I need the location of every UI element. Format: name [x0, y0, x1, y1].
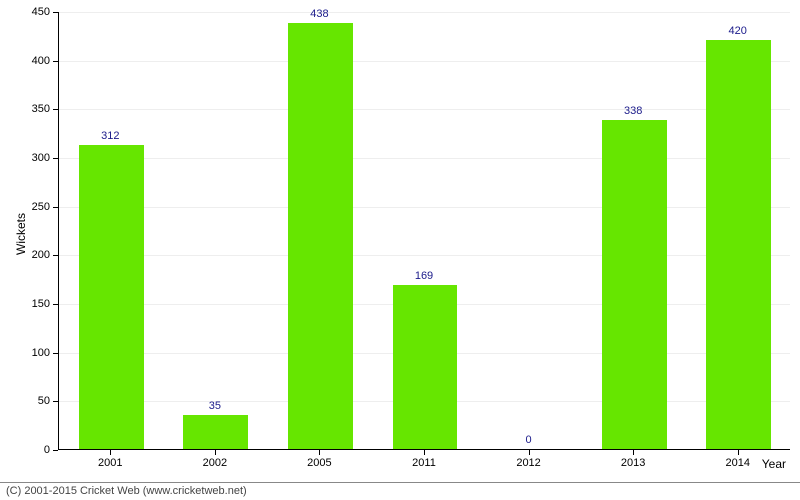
ytick-label: 100 — [0, 347, 50, 359]
bar — [79, 145, 144, 449]
xtick-mark — [215, 450, 216, 455]
ytick-label: 250 — [0, 201, 50, 213]
gridline — [59, 207, 790, 208]
xtick-label: 2005 — [307, 457, 331, 469]
xtick-label: 2001 — [98, 457, 122, 469]
bar — [288, 23, 353, 449]
xtick-label: 2012 — [516, 457, 540, 469]
gridline — [59, 12, 790, 13]
ytick-mark — [53, 109, 58, 110]
bar-value-label: 420 — [729, 25, 747, 37]
copyright-footer: (C) 2001-2015 Cricket Web (www.cricketwe… — [0, 482, 800, 500]
ytick-mark — [53, 255, 58, 256]
xtick-label: 2014 — [725, 457, 749, 469]
plot-area — [58, 12, 790, 450]
ytick-mark — [53, 61, 58, 62]
bar-value-label: 312 — [101, 130, 119, 142]
ytick-label: 300 — [0, 152, 50, 164]
ytick-label: 400 — [0, 55, 50, 67]
xtick-mark — [424, 450, 425, 455]
ytick-label: 150 — [0, 298, 50, 310]
ytick-mark — [53, 158, 58, 159]
bar — [393, 285, 458, 449]
bar — [706, 40, 771, 449]
bar-value-label: 0 — [526, 434, 532, 446]
xtick-label: 2002 — [203, 457, 227, 469]
chart-container: Wickets Year (C) 2001-2015 Cricket Web (… — [0, 0, 800, 500]
x-axis-label: Year — [762, 457, 786, 471]
ytick-mark — [53, 304, 58, 305]
ytick-mark — [53, 450, 58, 451]
bar-value-label: 338 — [624, 105, 642, 117]
xtick-label: 2011 — [412, 457, 436, 469]
gridline — [59, 109, 790, 110]
bar-value-label: 169 — [415, 270, 433, 282]
bar — [183, 415, 248, 449]
ytick-label: 350 — [0, 103, 50, 115]
xtick-mark — [529, 450, 530, 455]
ytick-label: 200 — [0, 249, 50, 261]
bar-value-label: 35 — [209, 400, 221, 412]
bar — [602, 120, 667, 449]
xtick-mark — [319, 450, 320, 455]
ytick-mark — [53, 401, 58, 402]
bar-value-label: 438 — [310, 8, 328, 20]
ytick-label: 50 — [0, 395, 50, 407]
ytick-label: 450 — [0, 6, 50, 18]
xtick-mark — [110, 450, 111, 455]
ytick-mark — [53, 207, 58, 208]
xtick-mark — [738, 450, 739, 455]
xtick-label: 2013 — [621, 457, 645, 469]
xtick-mark — [633, 450, 634, 455]
ytick-label: 0 — [0, 444, 50, 456]
ytick-mark — [53, 353, 58, 354]
gridline — [59, 255, 790, 256]
gridline — [59, 61, 790, 62]
ytick-mark — [53, 12, 58, 13]
gridline — [59, 158, 790, 159]
